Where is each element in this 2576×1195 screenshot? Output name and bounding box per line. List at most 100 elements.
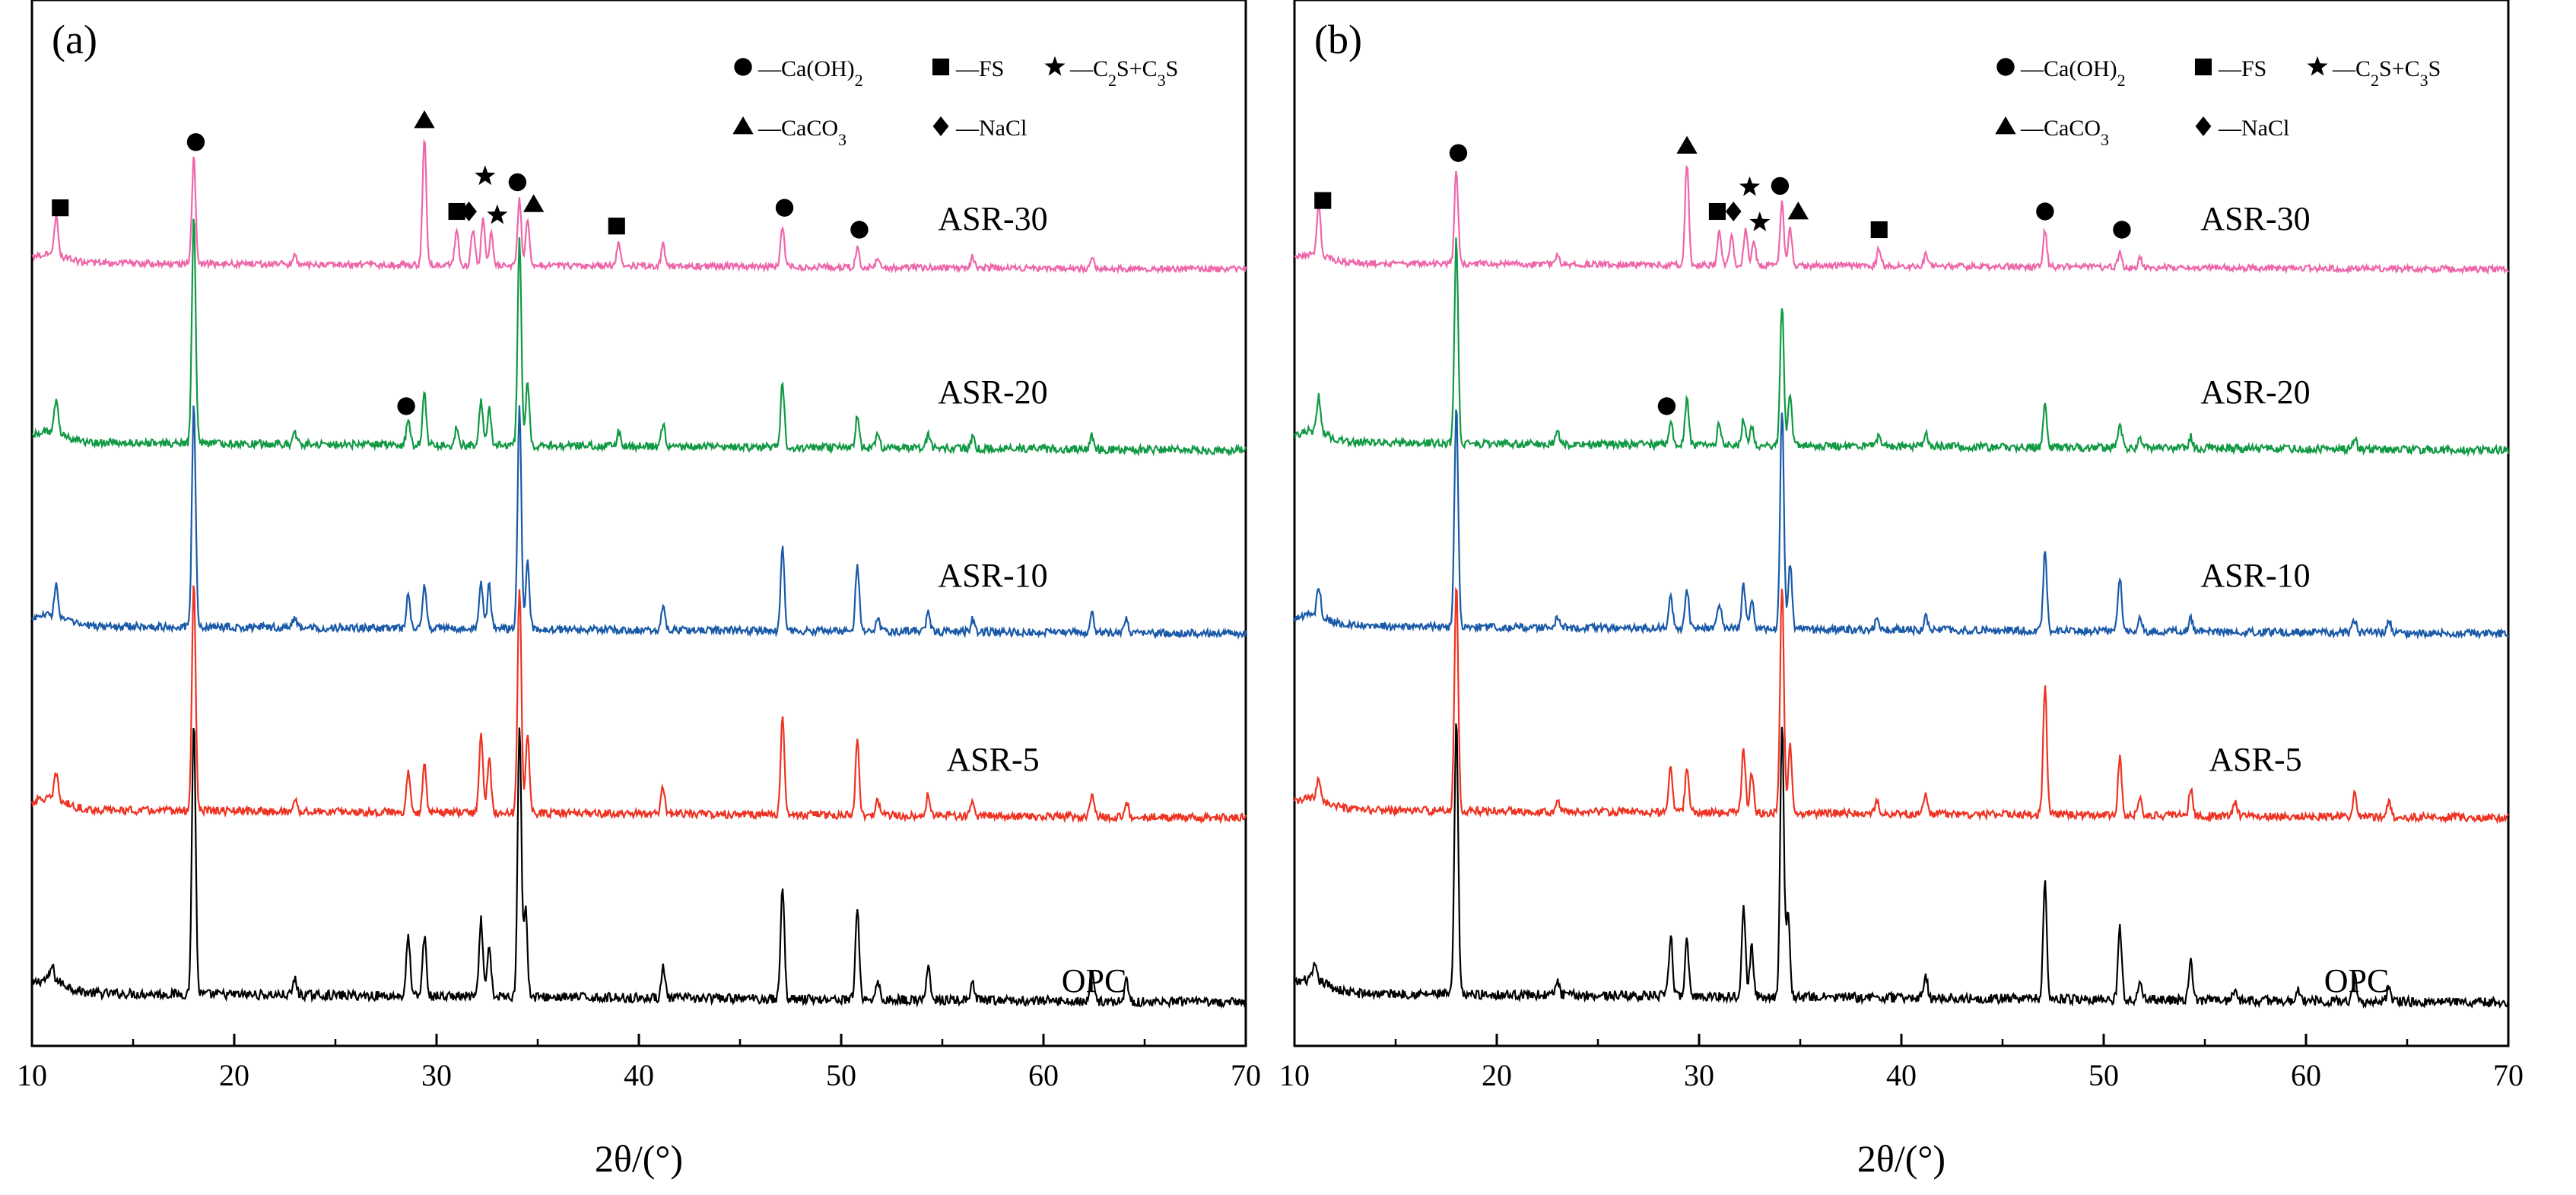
legend-text-part: —NaCl bbox=[2218, 116, 2289, 141]
x-axis-label: 2θ/(°) bbox=[1857, 1137, 1945, 1180]
legend-label: —C2S+C3S bbox=[1069, 56, 1178, 90]
circle-legend-icon bbox=[1996, 58, 2015, 76]
series-label: ASR-5 bbox=[946, 741, 1039, 778]
series-line-asr-20 bbox=[31, 218, 1247, 457]
circle-peak-marker bbox=[2036, 202, 2054, 221]
x-tick-label: 70 bbox=[1231, 1058, 1261, 1092]
x-tick-label: 30 bbox=[421, 1058, 452, 1092]
x-tick-label: 70 bbox=[2493, 1058, 2524, 1092]
x-tick-label: 30 bbox=[1684, 1058, 1714, 1092]
legend-text-part: —C bbox=[1069, 56, 1108, 81]
x-tick-label: 20 bbox=[219, 1058, 249, 1092]
square-peak-marker bbox=[448, 202, 465, 221]
legend-label: —FS bbox=[2218, 56, 2266, 81]
series-line-opc bbox=[30, 727, 1247, 1009]
legend-text-part: —FS bbox=[955, 56, 1004, 81]
series-label: ASR-10 bbox=[2200, 557, 2310, 594]
circle-peak-marker bbox=[397, 397, 415, 415]
triangle-peak-marker bbox=[523, 194, 545, 212]
legend-subscript: 2 bbox=[2117, 71, 2126, 90]
series-label: ASR-20 bbox=[938, 373, 1047, 411]
plot-frame bbox=[30, 0, 1247, 1047]
circle-peak-marker bbox=[186, 133, 205, 151]
star-peak-marker bbox=[475, 165, 496, 186]
legend-label: —Ca(OH)2 bbox=[758, 56, 863, 90]
panel-tag: (b) bbox=[1314, 17, 1362, 62]
panel-b: 10 20 30 40 50 60 70 2θ/(°) (b) OPC ASR-5 ASR-10 ASR… bbox=[1279, 0, 2524, 1180]
circle-peak-marker bbox=[508, 173, 527, 192]
triangle-peak-marker bbox=[414, 110, 435, 129]
plot-frame bbox=[1293, 0, 2510, 1047]
circle-peak-marker bbox=[850, 221, 869, 239]
series-label: ASR-10 bbox=[938, 557, 1047, 594]
triangle-legend-icon bbox=[1995, 116, 2016, 135]
series-line-asr-30 bbox=[1294, 164, 2509, 275]
legend-text-part: —C bbox=[2332, 56, 2371, 81]
x-tick-label: 10 bbox=[17, 1058, 47, 1092]
legend-text-part: —NaCl bbox=[955, 116, 1027, 141]
circle-peak-marker bbox=[2113, 221, 2131, 239]
series-label: OPC bbox=[1062, 962, 1127, 1000]
legend-label: —NaCl bbox=[2218, 116, 2289, 141]
legend-text-part: —FS bbox=[2218, 56, 2266, 81]
series-line-asr-5 bbox=[30, 585, 1247, 825]
legend-subscript: 3 bbox=[2101, 130, 2109, 149]
legend-label: —CaCO3 bbox=[758, 116, 846, 149]
legend-text-part: —Ca(OH) bbox=[758, 56, 855, 81]
x-tick-label: 50 bbox=[826, 1058, 856, 1092]
panel-tag: (a) bbox=[52, 17, 97, 62]
panel-a: 10 20 30 40 50 60 70 2θ/(°) (a) OPC ASR-5 ASR-10 ASR… bbox=[17, 0, 1261, 1180]
series-label: ASR-30 bbox=[938, 200, 1047, 237]
star-peak-marker bbox=[1749, 211, 1771, 231]
x-tick-label: 40 bbox=[624, 1058, 654, 1092]
legend-subscript: 3 bbox=[1158, 71, 1166, 90]
legend-text-part: S bbox=[2428, 56, 2441, 81]
series-line-asr-10 bbox=[1293, 409, 2510, 640]
circle-peak-marker bbox=[1449, 144, 1468, 162]
circle-peak-marker bbox=[1771, 176, 1790, 195]
legend-label: —CaCO3 bbox=[2020, 116, 2109, 149]
triangle-legend-icon bbox=[732, 116, 754, 135]
diamond-peak-marker bbox=[461, 202, 477, 221]
square-peak-marker bbox=[52, 199, 69, 217]
series-label: ASR-5 bbox=[2209, 741, 2301, 778]
diamond-legend-icon bbox=[932, 116, 949, 136]
series-line-asr-20 bbox=[1293, 237, 2510, 457]
diamond-legend-icon bbox=[2195, 116, 2212, 136]
series-line-asr-5 bbox=[1293, 586, 2509, 825]
legend-label: —NaCl bbox=[955, 116, 1027, 141]
x-tick-label: 60 bbox=[2291, 1058, 2321, 1092]
square-peak-marker bbox=[1708, 202, 1726, 221]
star-peak-marker bbox=[487, 204, 508, 224]
legend-subscript: 3 bbox=[838, 130, 846, 149]
square-peak-marker bbox=[608, 218, 625, 235]
star-legend-icon bbox=[1044, 56, 1066, 76]
circle-legend-icon bbox=[734, 58, 752, 76]
star-legend-icon bbox=[2307, 56, 2328, 76]
legend-text-part: S+C bbox=[1116, 56, 1158, 81]
series-line-asr-30 bbox=[31, 138, 1247, 275]
legend-label: —Ca(OH)2 bbox=[2020, 56, 2126, 90]
series-line-opc bbox=[1294, 723, 2510, 1009]
triangle-peak-marker bbox=[1787, 202, 1809, 220]
square-legend-icon bbox=[2194, 58, 2212, 76]
series-label: ASR-20 bbox=[2200, 373, 2310, 411]
circle-peak-marker bbox=[775, 199, 794, 217]
legend-text-part: S bbox=[1166, 56, 1179, 81]
circle-peak-marker bbox=[1657, 397, 1676, 415]
legend-text-part: —Ca(OH) bbox=[2020, 56, 2117, 81]
legend-label: —C2S+C3S bbox=[2332, 56, 2441, 90]
series-line-asr-10 bbox=[31, 405, 1247, 640]
square-legend-icon bbox=[932, 58, 950, 76]
x-axis-label: 2θ/(°) bbox=[595, 1137, 683, 1180]
legend-subscript: 2 bbox=[1108, 71, 1116, 90]
x-tick-label: 10 bbox=[1279, 1058, 1310, 1092]
x-tick-label: 40 bbox=[1886, 1058, 1917, 1092]
square-peak-marker bbox=[1870, 221, 1888, 239]
legend-subscript: 2 bbox=[2371, 71, 2379, 90]
legend-text-part: —CaCO bbox=[758, 116, 838, 141]
legend-subscript: 2 bbox=[855, 71, 863, 90]
legend-label: —FS bbox=[955, 56, 1004, 81]
series-label: OPC bbox=[2324, 962, 2390, 1000]
star-peak-marker bbox=[1739, 176, 1761, 196]
